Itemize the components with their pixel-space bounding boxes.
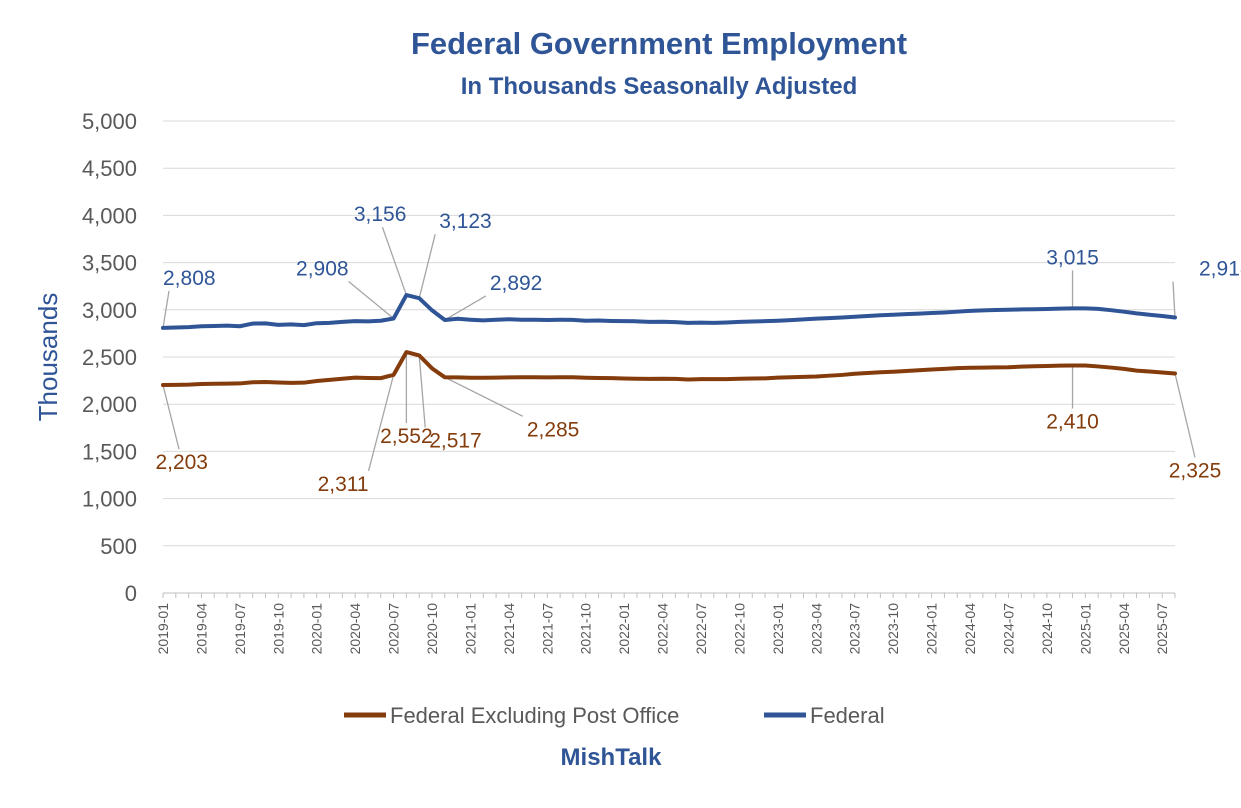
series-line-federal [161,293,1177,330]
x-tick-label: 2023-07 [847,603,863,655]
x-tick-label: 2021-07 [539,603,555,655]
data-label: 2,285 [527,418,580,441]
x-tick-label: 2022-07 [693,603,709,655]
x-tick-label: 2021-10 [578,603,594,655]
annotation-leader [367,374,395,472]
data-label: 2,808 [163,267,216,290]
y-tick-label: 4,500 [82,156,137,181]
y-tick-label: 3,000 [82,298,137,323]
y-tick-label: 3,500 [82,251,137,276]
x-tick-label: 2022-04 [655,603,671,655]
annotation-leader [1172,281,1176,318]
gridlines [163,120,1175,594]
data-label: 2,892 [490,272,543,295]
data-label: 3,015 [1046,246,1099,269]
y-axis-label: Thousands [33,293,63,422]
x-tick-label: 2025-07 [1154,603,1170,655]
annotation-leader [418,355,426,428]
series-line-excluding-post-office [161,350,1177,388]
annotation-leader [444,295,487,321]
y-tick-label: 2,500 [82,345,137,370]
x-tick-label: 2022-01 [616,603,632,655]
annotation-leader [1174,373,1196,458]
y-tick-label: 500 [100,534,137,559]
x-tick-label: 2020-01 [309,603,325,655]
y-tick-label: 1,000 [82,487,137,512]
chart-title: Federal Government Employment [411,26,907,61]
data-label: 2,552 [380,425,433,448]
y-tick-label: 0 [125,581,137,606]
legend-label-federal: Federal [810,703,885,728]
x-tick-label: 2021-01 [462,603,478,655]
data-label: 2,311 [318,473,369,496]
data-label: 2,908 [296,257,349,280]
y-tick-label: 5,000 [82,109,137,134]
data-label: 2,325 [1169,460,1222,483]
x-tick-label: 2020-07 [386,603,402,655]
x-tick-label: 2020-04 [347,603,363,655]
x-tick-label: 2024-01 [924,603,940,655]
y-axis-ticks: 0 500 1,000 1,500 2,000 2,500 3,000 3,500 4,000 4… [82,109,137,606]
annotation-leaders [162,226,1196,472]
legend-label-excluding-post-office: Federal Excluding Post Office [390,703,679,728]
chart-subtitle: In Thousands Seasonally Adjusted [461,73,858,100]
data-labels: 2,808 2,908 3,156 3,123 2,892 3,015 2,918 2,203… [155,203,1241,496]
x-tick-label: 2019-01 [155,603,171,655]
data-label: 2,410 [1046,410,1099,433]
x-tick-label: 2019-04 [193,603,209,655]
series-lines [161,293,1177,388]
x-tick-label: 2023-01 [770,603,786,655]
annotation-leader [418,234,436,299]
x-tick-label: 2024-10 [1039,603,1055,655]
y-tick-label: 4,000 [82,203,137,228]
data-label: 2,203 [155,451,208,474]
x-tick-label: 2021-04 [501,603,517,655]
x-tick-label: 2020-10 [424,603,440,655]
credit-mishtalk: MishTalk [561,744,663,771]
data-label: 3,123 [439,210,492,233]
data-label: 2,918 [1199,258,1241,281]
x-tick-label: 2024-04 [962,603,978,655]
annotation-leader [162,384,180,450]
y-tick-label: 2,000 [82,392,137,417]
legend: Federal Excluding Post Office Federal [344,703,885,728]
data-label: 2,517 [429,429,482,452]
data-label: 3,156 [354,203,407,226]
annotation-leader [381,226,408,296]
x-tick-label: 2023-04 [808,603,824,655]
x-tick-label: 2025-01 [1077,603,1093,655]
x-tick-label: 2024-07 [1000,603,1016,655]
x-tick-label: 2025-04 [1116,603,1132,655]
annotation-leader [348,280,394,319]
y-tick-label: 1,500 [82,439,137,464]
x-tick-label: 2019-07 [232,603,248,655]
x-axis-ticks: 2019-01 2019-04 2019-07 2019-10 2020-01 2020-… [155,593,1176,655]
x-tick-label: 2023-10 [885,603,901,655]
x-tick-label: 2019-10 [270,603,286,655]
annotation-leader [162,290,170,329]
annotation-leader [444,376,524,417]
x-tick-label: 2022-10 [731,603,747,655]
